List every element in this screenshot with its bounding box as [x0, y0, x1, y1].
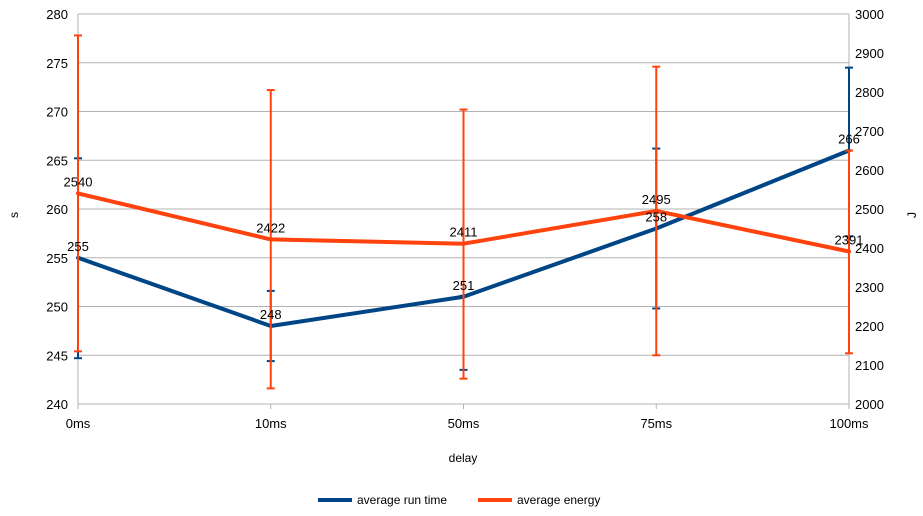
left-y-tick-label: 265	[46, 153, 68, 168]
right-y-tick-label: 2600	[855, 163, 884, 178]
left-y-axis: 240 245 250 255 260 265 270 275 280	[46, 7, 68, 412]
right-y-tick-label: 2000	[855, 397, 884, 412]
error-bars	[74, 34, 853, 390]
data-label-energy: 2391	[835, 233, 864, 248]
data-label-run-time: 266	[838, 132, 860, 147]
right-y-tick-label: 2100	[855, 358, 884, 373]
right-y-tick-label: 3000	[855, 7, 884, 22]
data-label-run-time: 251	[453, 278, 475, 293]
right-y-tick-label: 2500	[855, 202, 884, 217]
data-label-run-time: 255	[67, 239, 89, 254]
data-labels: 255 248 251 258 266 2540 2422 2411 2495 2391	[64, 132, 864, 323]
right-y-tick-label: 2700	[855, 124, 884, 139]
data-label-energy: 2422	[256, 220, 285, 235]
x-tick-label: 50ms	[448, 416, 480, 431]
data-label-run-time: 258	[645, 210, 667, 225]
data-label-run-time: 248	[260, 307, 282, 322]
x-axis-title: delay	[449, 451, 478, 465]
right-y-tick-label: 2900	[855, 46, 884, 61]
right-y-tick-label: 2400	[855, 241, 884, 256]
left-y-tick-label: 245	[46, 348, 68, 363]
left-y-tick-label: 260	[46, 202, 68, 217]
x-tick-label: 75ms	[640, 416, 672, 431]
x-tick-label: 0ms	[66, 416, 91, 431]
left-y-tick-label: 250	[46, 300, 68, 315]
left-y-tick-label: 270	[46, 105, 68, 120]
left-y-tick-label: 255	[46, 251, 68, 266]
data-label-energy: 2540	[64, 174, 93, 189]
right-y-tick-label: 2800	[855, 85, 884, 100]
left-y-tick-label: 240	[46, 397, 68, 412]
left-y-axis-title: s	[7, 212, 21, 218]
right-y-axis-title: J	[905, 212, 919, 218]
right-y-tick-label: 2300	[855, 280, 884, 295]
data-label-energy: 2495	[642, 192, 671, 207]
x-axis: 0ms 10ms 50ms 75ms 100ms	[66, 404, 869, 431]
left-y-tick-label: 280	[46, 7, 68, 22]
legend-label-energy: average energy	[517, 493, 600, 507]
legend-label-run-time: average run time	[357, 493, 447, 507]
right-y-tick-label: 2200	[855, 319, 884, 334]
data-label-energy: 2411	[450, 225, 478, 240]
right-y-axis: 2000 2100 2200 2300 2400 2500 2600 2700 2800 2900…	[855, 7, 884, 412]
x-tick-label: 100ms	[829, 416, 869, 431]
left-y-tick-label: 275	[46, 56, 68, 71]
legend: average run time average energy	[318, 493, 600, 507]
x-tick-label: 10ms	[255, 416, 287, 431]
